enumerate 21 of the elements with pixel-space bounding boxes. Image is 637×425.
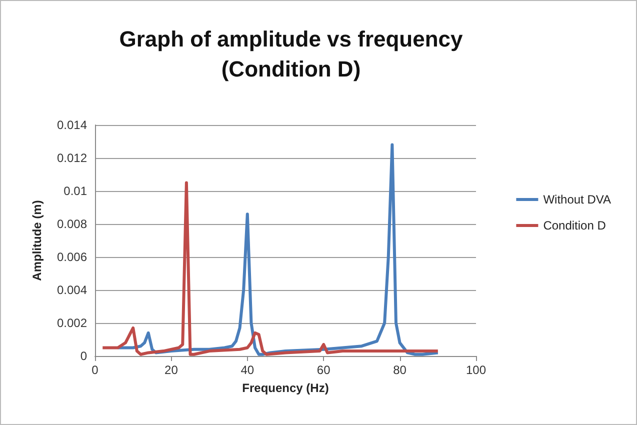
y-tick-label: 0.006 — [56, 250, 88, 264]
y-tick-label: 0.014 — [56, 118, 88, 132]
x-tick-label: 40 — [240, 363, 254, 377]
y-tick-label: 0 — [80, 349, 88, 363]
chart-title: Graph of amplitude vs frequency (Condition D) — [119, 26, 464, 82]
x-tick-label: 80 — [393, 363, 407, 377]
legend-label: Without DVA — [543, 192, 612, 206]
line-series — [116, 143, 440, 356]
x-axis-title: Frequency (Hz) — [242, 381, 329, 395]
y-tick-label: 0.002 — [56, 316, 88, 330]
x-tick-label: 0 — [92, 363, 99, 377]
y-tick-label: 0.01 — [64, 184, 88, 198]
y-axis-title: Amplitude (m) — [30, 200, 44, 281]
line-series — [101, 181, 440, 356]
x-tick-label: 20 — [164, 363, 178, 377]
x-tick-label: 60 — [316, 363, 331, 377]
x-tick-label: 100 — [466, 363, 486, 377]
y-tick-label: 0.004 — [56, 283, 88, 297]
y-tick-label: 0.012 — [56, 151, 88, 165]
y-tick-label: 0.008 — [56, 217, 88, 231]
legend-label: Condition D — [543, 218, 606, 232]
